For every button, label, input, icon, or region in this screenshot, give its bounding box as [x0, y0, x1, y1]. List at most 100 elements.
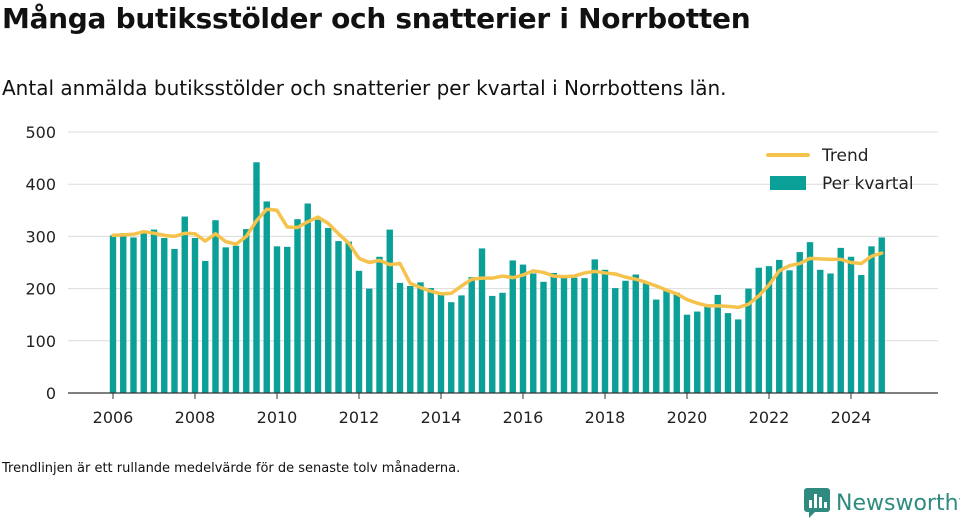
- bar: [735, 319, 742, 393]
- bar: [714, 294, 721, 393]
- bar: [366, 288, 373, 393]
- bar: [724, 313, 732, 393]
- bar: [806, 242, 814, 393]
- bar: [325, 228, 332, 393]
- bar: [314, 219, 322, 393]
- bar: [509, 260, 516, 393]
- y-tick-label: 300: [25, 227, 56, 246]
- bar: [653, 299, 660, 393]
- bar: [796, 252, 803, 393]
- chart-title: Många butiksstölder och snatterier i Nor…: [2, 2, 751, 35]
- bar: [478, 248, 486, 393]
- x-tick-label: 2016: [503, 408, 544, 427]
- bar: [161, 237, 168, 393]
- bar: [571, 277, 578, 393]
- bar: [581, 278, 588, 393]
- bar: [663, 290, 670, 393]
- bar: [499, 292, 506, 393]
- chart-subtitle: Antal anmälda butiksstölder och snatteri…: [2, 76, 727, 100]
- bar: [489, 295, 496, 393]
- bar: [294, 219, 301, 393]
- bar: [150, 229, 158, 393]
- bar: [284, 246, 291, 393]
- bar: [222, 247, 229, 393]
- x-tick-label: 2020: [667, 408, 708, 427]
- bar: [530, 273, 537, 393]
- bar: [335, 241, 342, 393]
- y-tick-label: 0: [46, 384, 56, 403]
- bar: [437, 292, 445, 393]
- bar: [243, 229, 250, 393]
- bar: [171, 248, 178, 393]
- bar-series: [109, 162, 885, 393]
- bar: [109, 235, 117, 393]
- x-tick-label: 2014: [421, 408, 462, 427]
- bar: [273, 246, 281, 393]
- bar: [704, 304, 711, 393]
- bar: [858, 275, 865, 393]
- brand-name: Newsworthy: [836, 490, 960, 516]
- bar: [376, 256, 383, 393]
- bar: [181, 216, 188, 393]
- y-tick-label: 500: [25, 123, 56, 142]
- bar: [396, 282, 404, 393]
- x-tick-label: 2006: [93, 408, 134, 427]
- footnote: Trendlinjen är ett rullande medelvärde f…: [2, 461, 461, 476]
- bar: [612, 288, 619, 393]
- bar: [683, 314, 691, 393]
- bar-line-chart: 0 100 200 300 400 500 2006 2008 2010 2012 2014 201…: [25, 123, 938, 427]
- x-tick-label: 2024: [831, 408, 872, 427]
- bar: [540, 281, 547, 393]
- bar: [130, 237, 137, 393]
- bar: [386, 229, 393, 393]
- y-tick-label: 200: [25, 280, 56, 299]
- x-tick-label: 2012: [339, 408, 380, 427]
- x-tick-label: 2008: [175, 408, 216, 427]
- bar: [427, 288, 434, 393]
- bar: [519, 264, 527, 393]
- bar: [632, 274, 639, 393]
- bar: [878, 237, 885, 393]
- bar: [253, 162, 260, 393]
- bar: [817, 269, 824, 393]
- bar: [765, 266, 773, 393]
- bar: [847, 256, 855, 393]
- bar: [263, 201, 270, 393]
- legend-bar-label: Per kvartal: [822, 174, 914, 194]
- bar: [673, 292, 680, 393]
- bar: [212, 220, 219, 393]
- legend: Trend Per kvartal: [766, 146, 914, 194]
- bar: [745, 288, 752, 393]
- bar: [407, 285, 414, 393]
- bar: [837, 247, 844, 393]
- bar: [448, 302, 455, 393]
- bar: [468, 277, 475, 393]
- bar: [458, 295, 465, 393]
- bar: [786, 270, 793, 393]
- brand-logo: Newsworthy: [804, 488, 960, 518]
- bar: [776, 259, 783, 393]
- x-tick-label: 2018: [585, 408, 626, 427]
- legend-trend-label: Trend: [821, 146, 869, 166]
- bar: [417, 282, 424, 393]
- trend-line: [111, 207, 884, 310]
- x-tick-label: 2022: [749, 408, 790, 427]
- bar: [202, 260, 209, 393]
- y-tick-label: 400: [25, 175, 56, 194]
- bar: [191, 237, 199, 393]
- bar: [601, 269, 609, 393]
- bar: [355, 270, 363, 393]
- bar: [120, 233, 127, 393]
- bar: [694, 311, 701, 393]
- bar: [140, 230, 147, 393]
- bar: [232, 245, 240, 393]
- bar: [345, 241, 352, 393]
- bar: [755, 267, 762, 393]
- y-axis: 0 100 200 300 400 500: [25, 123, 56, 403]
- bar: [827, 273, 834, 393]
- y-tick-label: 100: [25, 332, 56, 351]
- bar: [868, 246, 875, 393]
- legend-bar-swatch: [770, 176, 806, 190]
- bar: [560, 275, 568, 393]
- bar: [304, 203, 311, 393]
